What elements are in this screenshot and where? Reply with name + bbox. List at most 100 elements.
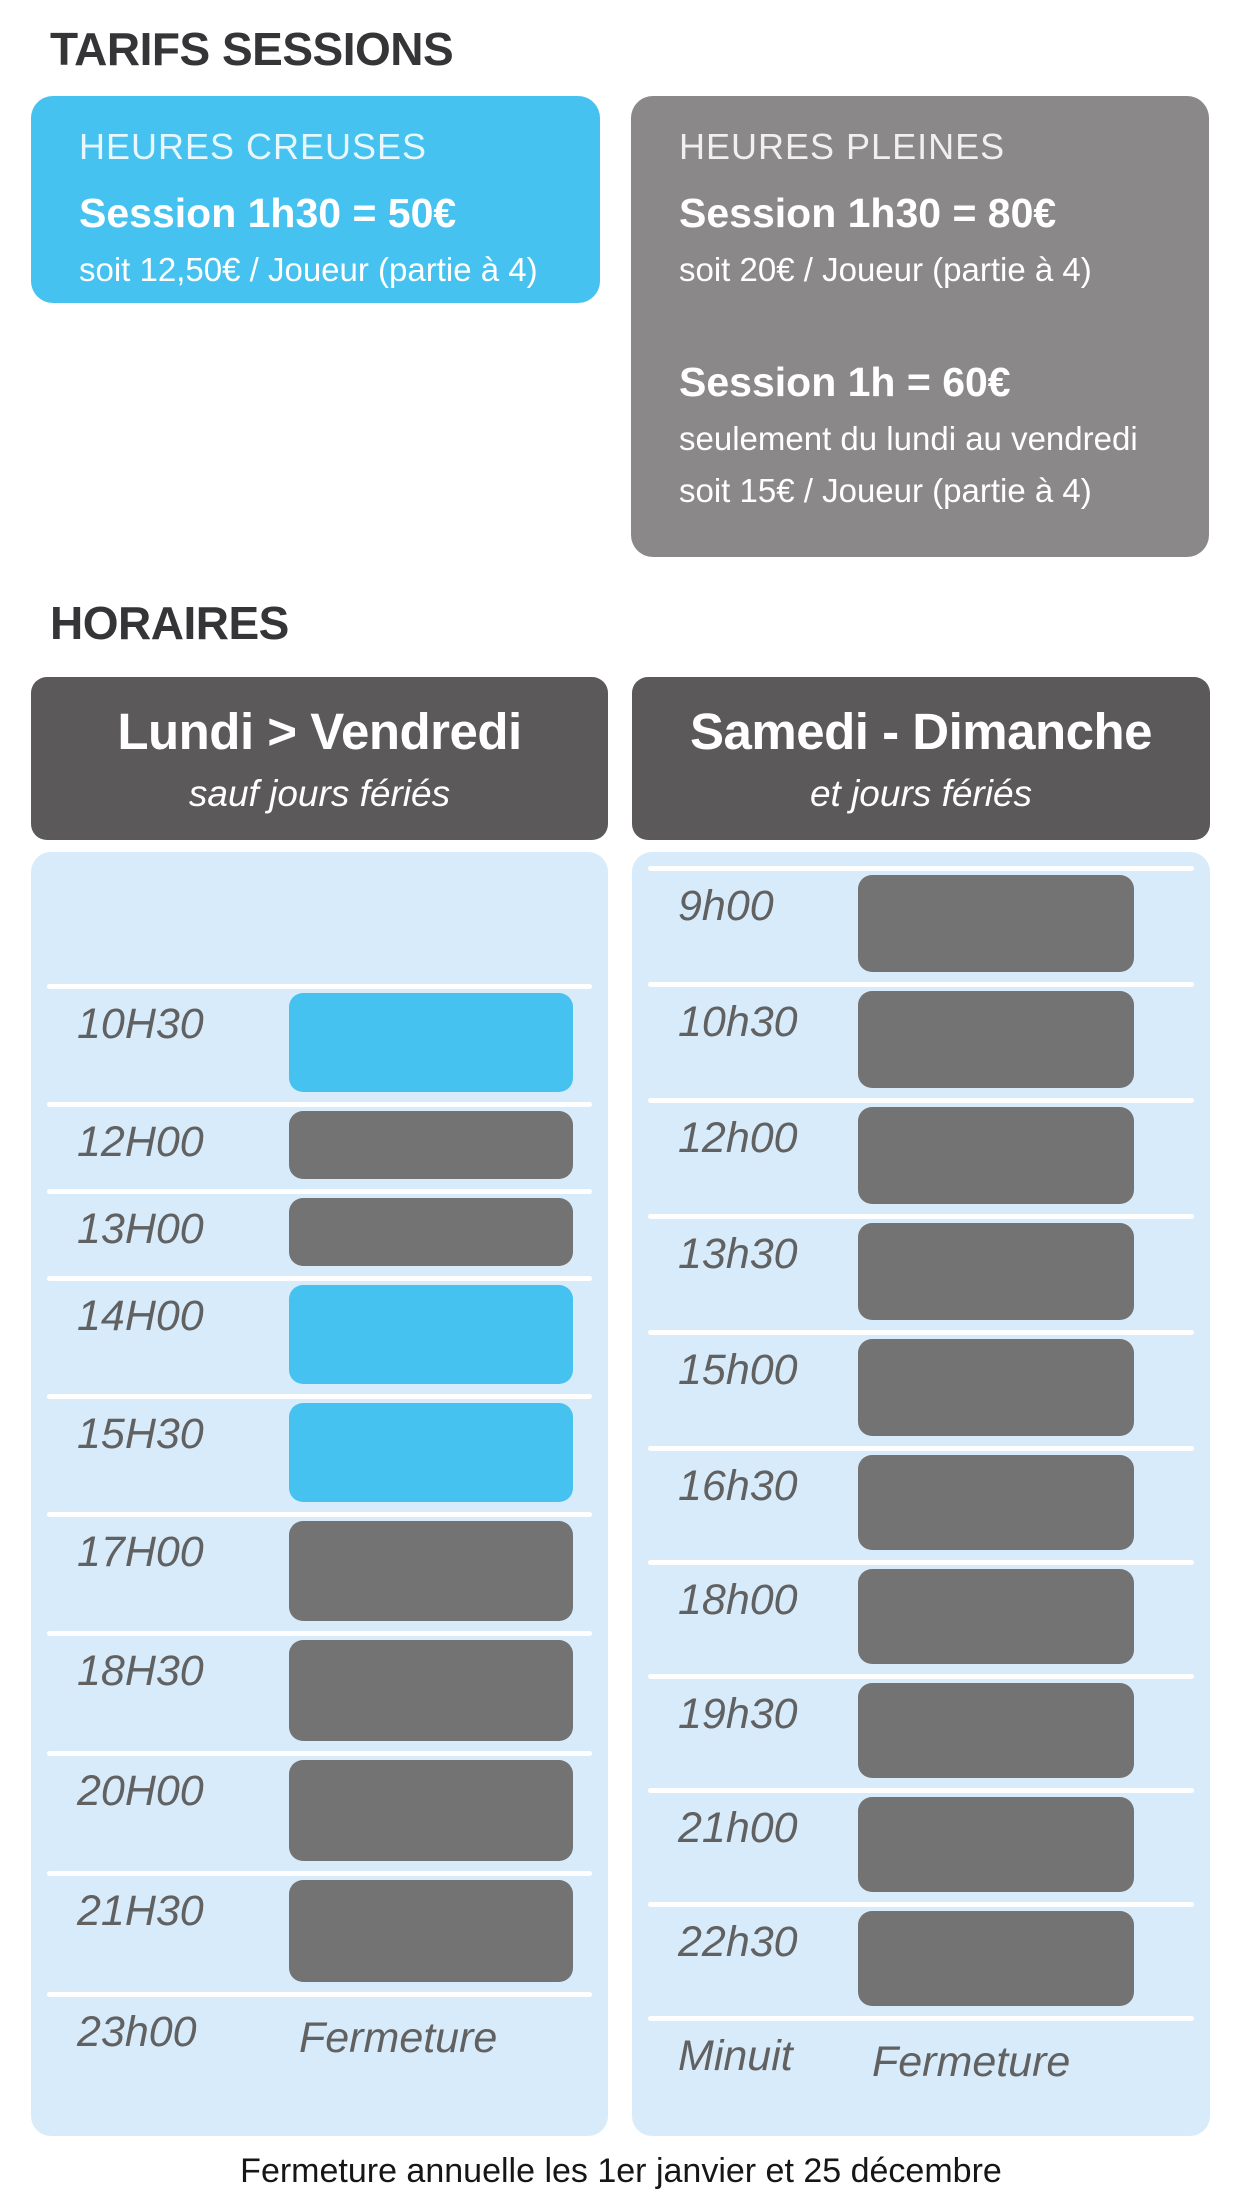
- time-label: Minuit: [678, 2032, 793, 2080]
- time-label: 21H30: [77, 1887, 204, 1935]
- schedule-row: 18h00: [632, 1560, 1210, 1674]
- session-block-heures-pleines: [289, 1880, 573, 1982]
- row-separator: [648, 2016, 1194, 2021]
- card-lines: Session 1h30 = 50€ soit 12,50€ / Joueur (…: [79, 190, 576, 289]
- schedule-row: 18H30: [31, 1631, 608, 1751]
- horaires-title: HORAIRES: [50, 597, 289, 649]
- card-title: HEURES PLEINES: [679, 126, 1006, 167]
- row-separator: [648, 982, 1194, 987]
- day-subtitle: sauf jours fériés: [188, 773, 451, 814]
- time-label: 10h30: [678, 998, 798, 1046]
- row-separator: [47, 1276, 592, 1281]
- day-header-samedi-dimanche: Samedi - Dimanche et jours fériés: [632, 677, 1210, 840]
- time-label: 12H00: [77, 1118, 204, 1166]
- day-title: Samedi - Dimanche: [690, 703, 1152, 760]
- session-block-heures-pleines: [289, 1640, 573, 1741]
- time-label: 16h30: [678, 1462, 798, 1510]
- row-separator: [47, 1189, 592, 1194]
- card-line-spacer: [679, 289, 1185, 345]
- schedule-row: 21h00: [632, 1788, 1210, 1902]
- closing-label: Fermeture: [299, 2014, 498, 2062]
- time-label: 22h30: [678, 1918, 798, 1966]
- schedule-panel-lundi-vendredi: 10H30 12H00 13H00 14H00 15H30 17H00 18H30 20H00…: [31, 852, 608, 2136]
- annual-closure-note: Fermeture annuelle les 1er janvier et 25…: [240, 2152, 1002, 2190]
- card-title: HEURES CREUSES: [79, 126, 428, 167]
- card-line: Session 1h30 = 80€: [679, 190, 1057, 236]
- session-block-heures-creuses: [289, 993, 573, 1092]
- schedule-row: 12H00: [31, 1102, 608, 1189]
- row-separator: [47, 1871, 592, 1876]
- schedule-row: 19h30: [632, 1674, 1210, 1788]
- closing-label: Fermeture: [872, 2038, 1071, 2086]
- schedule-row: 12h00: [632, 1098, 1210, 1214]
- schedule-row: 21H30: [31, 1871, 608, 1992]
- session-block-heures-pleines: [858, 991, 1134, 1088]
- schedule-row: 10H30: [31, 984, 608, 1102]
- session-block-heures-pleines: [858, 1223, 1134, 1320]
- row-separator: [47, 1512, 592, 1517]
- schedule-row: 13H00: [31, 1189, 608, 1276]
- day-title: Lundi > Vendredi: [117, 703, 522, 760]
- pricing-card-heures-pleines: HEURES PLEINES Session 1h30 = 80€ soit 20…: [631, 96, 1209, 557]
- time-label: 9h00: [678, 882, 774, 930]
- row-separator: [47, 1102, 592, 1107]
- time-label: 12h00: [678, 1114, 798, 1162]
- schedule-row: Minuit Fermeture: [632, 2016, 1210, 2136]
- time-label: 18H30: [77, 1647, 204, 1695]
- card-line: Session 1h30 = 50€: [79, 190, 457, 236]
- schedule-row: 10h30: [632, 982, 1210, 1098]
- tarifs-sessions-title: TARIFS SESSIONS: [50, 23, 454, 75]
- schedule-row: 9h00: [632, 866, 1210, 982]
- card-line: seulement du lundi au vendredi: [679, 420, 1138, 458]
- schedule-spacer: [31, 852, 608, 984]
- time-label: 19h30: [678, 1690, 798, 1738]
- session-block-heures-pleines: [858, 1797, 1134, 1892]
- schedule-row: 15h00: [632, 1330, 1210, 1446]
- row-separator: [47, 984, 592, 989]
- row-separator: [648, 1674, 1194, 1679]
- session-block-heures-pleines: [289, 1521, 573, 1621]
- card-line: soit 20€ / Joueur (partie à 4): [679, 251, 1092, 289]
- card-lines: Session 1h30 = 80€ soit 20€ / Joueur (par…: [679, 190, 1185, 510]
- row-separator: [47, 1394, 592, 1399]
- row-separator: [648, 1214, 1194, 1219]
- session-block-heures-pleines: [858, 1107, 1134, 1204]
- time-label: 23h00: [77, 2008, 197, 2056]
- row-separator: [47, 1751, 592, 1756]
- card-line: soit 15€ / Joueur (partie à 4): [679, 472, 1092, 510]
- schedule-row: 17H00: [31, 1512, 608, 1631]
- row-separator: [47, 1992, 592, 1997]
- session-block-heures-pleines: [858, 1339, 1134, 1436]
- row-separator: [648, 1098, 1194, 1103]
- schedule-row: 20H00: [31, 1751, 608, 1871]
- pricing-card-heures-creuses: HEURES CREUSES Session 1h30 = 50€ soit 12…: [31, 96, 600, 303]
- schedule-row: 13h30: [632, 1214, 1210, 1330]
- time-label: 15H30: [77, 1410, 204, 1458]
- schedule-row: 23h00 Fermeture: [31, 1992, 608, 2136]
- day-subtitle: et jours fériés: [809, 773, 1033, 814]
- schedule-row: 22h30: [632, 1902, 1210, 2016]
- schedule-panel-samedi-dimanche: 9h00 10h30 12h00 13h30 15h00 16h30 18h00 19h30 2…: [632, 852, 1210, 2136]
- session-block-heures-pleines: [858, 1683, 1134, 1778]
- schedule-row: 15H30: [31, 1394, 608, 1512]
- session-block-heures-pleines: [289, 1111, 573, 1179]
- time-label: 10H30: [77, 1000, 204, 1048]
- session-block-heures-creuses: [289, 1285, 573, 1384]
- session-block-heures-pleines: [289, 1198, 573, 1266]
- time-label: 18h00: [678, 1576, 798, 1624]
- time-label: 13h30: [678, 1230, 798, 1278]
- session-block-heures-pleines: [289, 1760, 573, 1861]
- row-separator: [47, 1631, 592, 1636]
- schedule-spacer: [632, 852, 1210, 866]
- session-block-heures-pleines: [858, 875, 1134, 972]
- session-block-heures-pleines: [858, 1911, 1134, 2006]
- time-label: 20H00: [77, 1767, 204, 1815]
- schedule-row: 16h30: [632, 1446, 1210, 1560]
- row-separator: [648, 1446, 1194, 1451]
- session-block-heures-creuses: [289, 1403, 573, 1502]
- row-separator: [648, 866, 1194, 871]
- row-separator: [648, 1560, 1194, 1565]
- row-separator: [648, 1330, 1194, 1335]
- time-label: 14H00: [77, 1292, 204, 1340]
